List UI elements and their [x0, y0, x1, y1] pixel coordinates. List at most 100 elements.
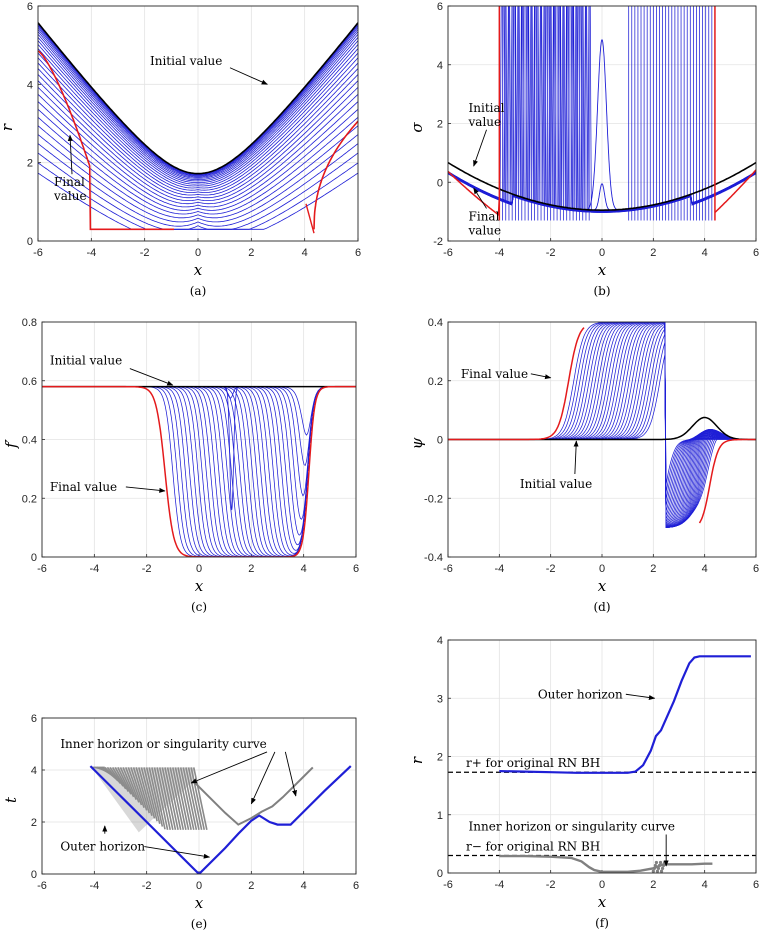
- x-tick-label: -2: [546, 879, 556, 891]
- axes-frame: [447, 321, 757, 558]
- singularity-hatch: [153, 767, 169, 830]
- singularity-hatch: [164, 767, 179, 830]
- x-tick-label: 0: [195, 247, 201, 259]
- y-tick-label: 0: [437, 868, 443, 880]
- x-tick-label: -4: [494, 563, 504, 575]
- annotation-text: Initial value: [150, 54, 222, 68]
- x-tick-label: 2: [650, 247, 656, 259]
- x-tick-label: 4: [301, 563, 307, 575]
- y-tick-label: -0.2: [424, 493, 443, 505]
- annotation-text: value: [468, 223, 502, 237]
- singularity-hatch: [143, 767, 158, 822]
- r-evolution-curve: [38, 31, 358, 178]
- annotation-arrow: [284, 751, 297, 797]
- r-evolution-curve: [38, 152, 358, 230]
- r-evolution-curve: [38, 134, 358, 223]
- annotation-arrow: [573, 440, 579, 474]
- y-axis-label: ψ: [408, 437, 426, 449]
- axes-frame: [447, 639, 757, 874]
- r-evolution-curve: [38, 116, 358, 215]
- singularity-hatch: [127, 767, 143, 806]
- annotation-arrow: [473, 129, 487, 167]
- r-evolution-curve: [38, 57, 358, 189]
- inner-horizon-point: [660, 866, 665, 870]
- r-evolution-curve: [38, 40, 358, 182]
- y-tick-label: 2: [31, 817, 37, 829]
- y-tick-label: 0.4: [22, 435, 37, 447]
- r-evolution-curve: [38, 74, 358, 196]
- sigma-final-curve-left: [448, 170, 501, 217]
- x-axis-label: x: [195, 894, 204, 912]
- x-tick-label: 2: [650, 879, 656, 891]
- plot-layer: [448, 322, 756, 528]
- inner-horizon-point: [656, 866, 661, 870]
- inner-horizon-point: [659, 869, 664, 873]
- x-tick-label: 2: [650, 563, 656, 575]
- singularity-hatch: [179, 767, 195, 830]
- singularity-hatch: [130, 767, 145, 808]
- r-evolution-curve: [38, 94, 358, 205]
- r-evolution-curve: [38, 68, 358, 193]
- r-evolution-curve: [38, 33, 358, 179]
- annotation-text: Final: [469, 209, 500, 223]
- panel-caption: (c): [191, 600, 207, 614]
- singularity-hatch: [166, 767, 182, 830]
- x-tick-label: -6: [33, 247, 43, 259]
- panel-b: -6 -4 -2 0 2 4 6-20246xσ(b)InitialvalueFinalva…: [408, 1, 759, 298]
- x-tick-label: 6: [355, 247, 361, 259]
- axes-frame: [41, 717, 357, 875]
- y-tick-label: 4: [437, 60, 443, 72]
- singularity-hatch: [169, 767, 185, 830]
- r-evolution-curve: [38, 108, 358, 211]
- annotation-arrow: [229, 67, 268, 85]
- annotation-arrow: [530, 373, 552, 380]
- y-axis-label: σ: [408, 122, 426, 133]
- r-final-curve-right: [313, 120, 358, 230]
- r-evolution-curve: [38, 62, 358, 191]
- x-tick-label: -2: [142, 880, 152, 892]
- y-tick-label: 6: [27, 1, 33, 13]
- y-axis-label: r: [0, 123, 16, 131]
- x-tick-label: 6: [353, 563, 359, 575]
- annotation-arrow: [625, 693, 656, 700]
- inner-horizon-point: [655, 869, 660, 873]
- x-tick-label: -4: [86, 247, 96, 259]
- r-evolution-curve: [38, 125, 358, 219]
- annotation-arrow: [67, 134, 73, 175]
- annotation-arrow: [190, 751, 268, 784]
- annotation-arrow: [144, 846, 211, 859]
- sigma-central-bump: [593, 183, 611, 211]
- panel-caption: (e): [191, 917, 207, 931]
- x-tick-label: 0: [196, 563, 202, 575]
- annotation-arrow: [129, 368, 174, 386]
- x-tick-label: -4: [89, 880, 99, 892]
- panel-d: -6 -4 -2 0 2 4 6 -0.4 -0.2 0 0.2 0.4 x ψ (d) Final valu…: [408, 317, 759, 614]
- inner-horizon-point: [658, 860, 663, 865]
- singularity-hatch: [106, 766, 122, 785]
- panel-e: -6 -4 -2 0 2 4 6 0 2 4 6 x t (e) Inner horizon or sing…: [2, 713, 359, 931]
- y-tick-label: 0.2: [428, 376, 443, 388]
- singularity-hatch: [158, 767, 174, 830]
- singularity-hatch: [182, 767, 198, 830]
- axes-frame: [37, 5, 359, 242]
- x-tick-label: -6: [443, 879, 453, 891]
- panel-c: -6 -4 -2 0 2 4 6 0 0.2 0.4 0.6 0.8 x f′ (c) Initial val…: [2, 317, 359, 614]
- x-tick-label: -6: [37, 880, 47, 892]
- y-axis-label: t: [2, 796, 20, 803]
- singularity-hatch: [148, 767, 164, 827]
- singularity-hatch: [132, 767, 148, 811]
- singularity-hatch: [138, 767, 153, 816]
- singularity-hatch: [174, 767, 190, 830]
- singularity-hatch: [122, 767, 137, 800]
- r-evolution-curve: [38, 172, 358, 230]
- panel-caption: (b): [593, 284, 610, 298]
- singularity-hatch: [140, 767, 156, 819]
- x-tick-label: -4: [494, 247, 504, 259]
- r-evolution-curve: [38, 25, 358, 176]
- singularity-hatch: [185, 767, 200, 830]
- plot-layer: [38, 22, 358, 234]
- y-tick-label: 6: [31, 713, 37, 725]
- y-axis-label: r: [408, 756, 426, 764]
- singularity-hatch: [145, 767, 161, 825]
